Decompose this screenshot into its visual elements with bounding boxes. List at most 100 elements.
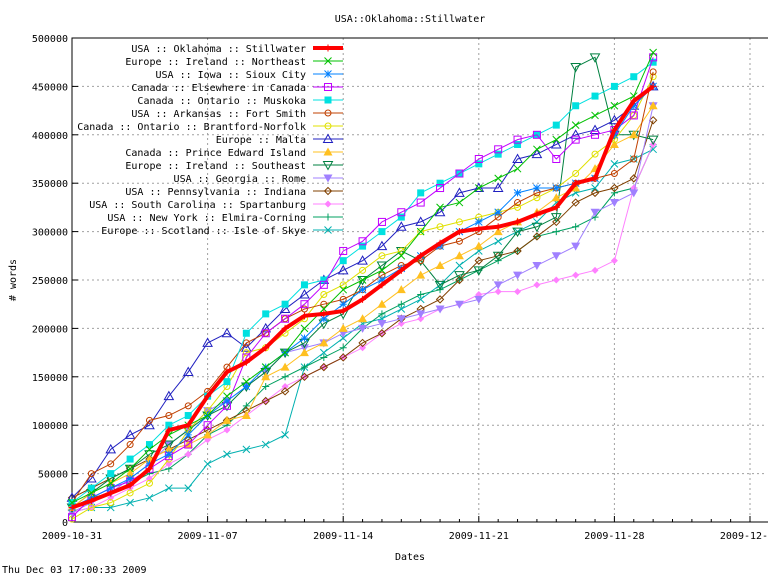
data-point bbox=[145, 493, 154, 502]
y-tick-label: 200000 bbox=[32, 324, 68, 335]
data-point bbox=[454, 271, 465, 281]
data-point bbox=[223, 378, 231, 386]
data-point bbox=[492, 182, 504, 193]
data-point bbox=[376, 240, 388, 251]
data-point bbox=[417, 189, 425, 197]
legend-entry: USA :: New York :: Elmira-Corning bbox=[107, 213, 343, 224]
data-point bbox=[417, 252, 425, 260]
data-point bbox=[455, 228, 463, 236]
y-axis-label: # words bbox=[8, 259, 19, 301]
data-point bbox=[337, 264, 349, 275]
data-point bbox=[359, 344, 367, 352]
data-point bbox=[474, 184, 483, 192]
data-point bbox=[359, 266, 367, 274]
legend-label: Europe :: Scotland :: Isle of Skye bbox=[101, 226, 306, 237]
data-point bbox=[550, 138, 562, 149]
data-point bbox=[339, 300, 348, 309]
data-point bbox=[107, 460, 115, 468]
data-point bbox=[339, 246, 348, 255]
data-point bbox=[533, 145, 541, 154]
data-point bbox=[552, 155, 561, 163]
data-point bbox=[591, 184, 599, 192]
data-point bbox=[494, 208, 503, 217]
data-point bbox=[300, 281, 308, 289]
data-point bbox=[281, 324, 289, 332]
data-point bbox=[513, 189, 522, 197]
data-point bbox=[68, 513, 76, 522]
y-tick-label: 350000 bbox=[32, 179, 68, 190]
data-point bbox=[184, 402, 192, 410]
data-point bbox=[436, 179, 444, 187]
data-point bbox=[630, 155, 638, 163]
data-point bbox=[630, 97, 638, 105]
legend-entry: Canada :: Ontario :: Brantford-Norfolk bbox=[77, 122, 343, 133]
data-point bbox=[281, 431, 289, 439]
data-point bbox=[475, 225, 483, 233]
data-point bbox=[222, 415, 232, 424]
data-point bbox=[164, 444, 174, 453]
legend-marker bbox=[324, 57, 332, 65]
legend-label: USA :: Georgia :: Rome bbox=[174, 174, 306, 185]
data-point bbox=[551, 193, 561, 202]
data-point bbox=[126, 464, 134, 473]
data-point bbox=[492, 251, 504, 262]
data-point bbox=[182, 366, 194, 376]
legend-label: Canada :: Ontario :: Muskoka bbox=[137, 96, 306, 107]
y-tick-label: 150000 bbox=[32, 373, 68, 384]
data-point bbox=[106, 479, 115, 488]
data-point bbox=[320, 353, 328, 361]
data-point bbox=[300, 300, 309, 309]
data-point bbox=[648, 116, 658, 125]
data-point bbox=[630, 73, 638, 81]
data-point bbox=[415, 216, 427, 226]
data-point bbox=[570, 129, 582, 139]
series-9 bbox=[67, 101, 658, 511]
data-point bbox=[533, 210, 541, 218]
data-point bbox=[571, 242, 581, 251]
data-point bbox=[533, 184, 541, 192]
data-point bbox=[647, 135, 659, 146]
data-point bbox=[552, 184, 561, 192]
data-point bbox=[87, 484, 95, 492]
data-point bbox=[610, 170, 618, 178]
data-point bbox=[242, 377, 251, 386]
data-point bbox=[86, 472, 97, 483]
data-point bbox=[648, 101, 658, 110]
data-point bbox=[417, 291, 425, 299]
data-point bbox=[241, 411, 251, 420]
legend-label: Europe :: Malta bbox=[216, 135, 306, 146]
data-point bbox=[378, 228, 386, 236]
data-point bbox=[357, 255, 368, 265]
x-axis-label: Dates bbox=[395, 552, 425, 563]
data-point bbox=[300, 363, 308, 371]
data-point bbox=[223, 426, 231, 434]
data-point bbox=[242, 329, 250, 337]
data-point bbox=[474, 218, 483, 226]
data-point bbox=[649, 48, 657, 57]
data-point bbox=[455, 237, 463, 245]
data-point bbox=[610, 159, 619, 168]
data-point bbox=[299, 348, 309, 357]
data-point bbox=[184, 412, 192, 420]
data-point bbox=[417, 315, 425, 323]
data-point bbox=[280, 387, 290, 396]
legend-entry: USA :: Georgia :: Rome bbox=[174, 174, 343, 185]
data-point bbox=[455, 198, 464, 207]
data-point bbox=[610, 257, 618, 265]
data-point bbox=[223, 392, 231, 401]
data-point bbox=[242, 445, 251, 454]
data-point bbox=[223, 450, 231, 459]
data-point bbox=[359, 295, 367, 303]
legend-label: Europe :: Ireland :: Southeast bbox=[125, 161, 306, 172]
data-point bbox=[591, 266, 599, 274]
data-point bbox=[106, 484, 115, 492]
y-tick-label: 250000 bbox=[32, 276, 68, 287]
legend-label: USA :: Pennsylvania :: Indiana bbox=[125, 187, 306, 198]
legend-entry: Canada :: Prince Edward Island bbox=[125, 147, 343, 159]
data-point bbox=[417, 228, 425, 236]
data-point bbox=[358, 285, 367, 294]
legend-entry: USA :: Pennsylvania :: Indiana bbox=[125, 186, 343, 198]
data-point bbox=[358, 338, 367, 348]
data-point bbox=[473, 182, 485, 193]
data-point bbox=[552, 121, 560, 129]
